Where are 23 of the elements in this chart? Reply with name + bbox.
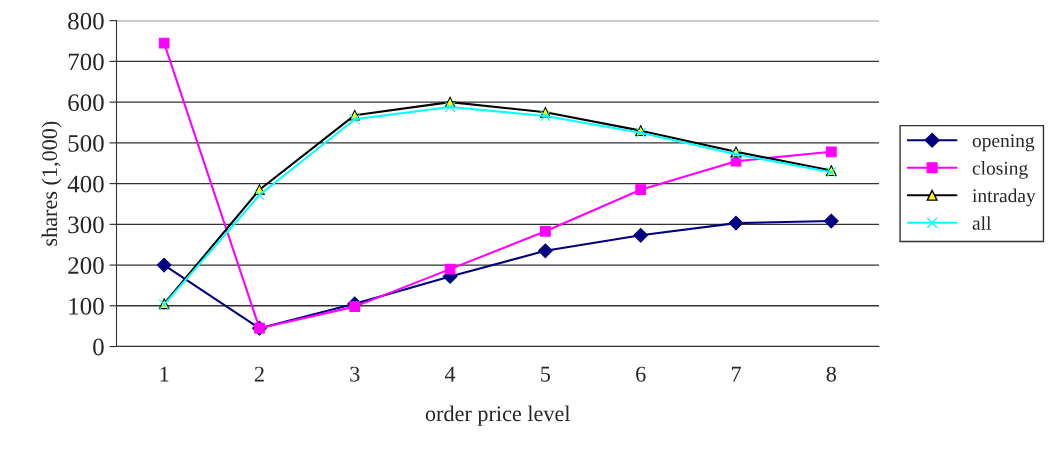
x-tick-label: 2 [254, 366, 264, 382]
x-axis-title: order price level [425, 405, 571, 426]
y-tick-label: 0 [93, 338, 104, 356]
y-tick-label: 600 [68, 94, 104, 112]
y-tick-label: 700 [68, 53, 104, 71]
legend-label: closing [972, 161, 1028, 179]
x-tick-label: 1 [160, 366, 169, 382]
y-tick-label: 400 [67, 175, 104, 193]
legend-label: all [972, 216, 992, 230]
y-tick-label: 200 [68, 257, 104, 274]
y-axis-title: shares (1,000) [41, 121, 62, 246]
x-tick-label: 3 [350, 366, 360, 382]
x-tick-label: 4 [444, 366, 456, 382]
legend-label: opening [972, 134, 1035, 152]
y-tick-label: 500 [68, 134, 104, 152]
x-tick-label: 7 [731, 366, 741, 382]
legend-label: intraday [972, 188, 1036, 207]
x-tick-label: 6 [636, 366, 646, 382]
y-tick-label: 100 [69, 297, 104, 315]
y-tick-label: 300 [68, 216, 104, 234]
y-tick-label: 800 [68, 12, 104, 30]
x-tick-label: 8 [826, 366, 837, 382]
x-tick-label: 5 [541, 366, 551, 382]
